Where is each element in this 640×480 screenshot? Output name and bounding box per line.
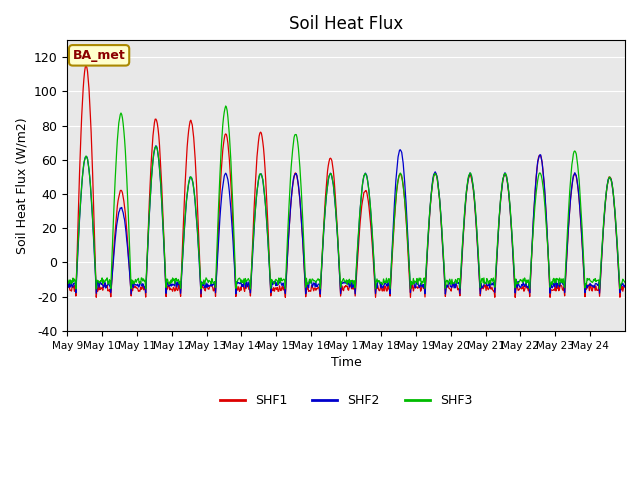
SHF3 [405, 260, 413, 265]
SHF3 [92, 286, 100, 292]
Y-axis label: Soil Heat Flux (W/m2): Soil Heat Flux (W/m2) [15, 117, 28, 254]
X-axis label: Time: Time [331, 356, 362, 369]
SHF2 [260, 183, 268, 189]
SHF1 [260, 145, 268, 151]
SHF2 [232, 291, 240, 297]
SHF1 [281, 288, 289, 294]
SHF1 [129, 284, 137, 289]
SHF3 [222, 103, 230, 109]
SHF3 [233, 279, 241, 285]
SHF1 [404, 252, 412, 258]
Legend: SHF1, SHF2, SHF3: SHF1, SHF2, SHF3 [215, 389, 477, 412]
SHF2 [152, 143, 160, 149]
SHF1 [621, 283, 629, 288]
SHF1 [82, 63, 90, 69]
Line: SHF3: SHF3 [67, 106, 625, 289]
SHF2 [621, 284, 629, 290]
SHF1 [406, 295, 414, 300]
SHF2 [281, 285, 289, 290]
SHF3 [260, 189, 268, 194]
Title: Soil Heat Flux: Soil Heat Flux [289, 15, 403, 33]
SHF1 [63, 286, 71, 292]
SHF2 [442, 291, 449, 297]
SHF3 [129, 278, 137, 284]
SHF2 [63, 283, 71, 288]
SHF2 [404, 243, 412, 249]
SHF3 [63, 280, 71, 286]
SHF1 [436, 206, 444, 212]
SHF2 [129, 281, 136, 287]
Line: SHF2: SHF2 [67, 146, 625, 294]
SHF3 [282, 286, 289, 291]
SHF3 [621, 280, 629, 286]
SHF2 [436, 195, 444, 201]
Line: SHF1: SHF1 [67, 66, 625, 298]
SHF3 [436, 205, 444, 211]
Text: BA_met: BA_met [73, 49, 125, 62]
SHF1 [232, 294, 240, 300]
